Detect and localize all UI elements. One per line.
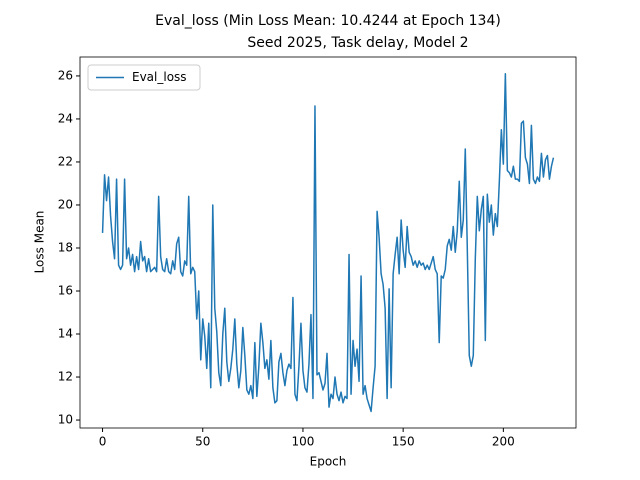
y-tick-label: 20 bbox=[58, 197, 73, 211]
y-tick-label: 12 bbox=[58, 370, 73, 384]
x-tick-label: 150 bbox=[392, 435, 415, 449]
y-axis-label: Loss Mean bbox=[33, 211, 47, 274]
legend-label: Eval_loss bbox=[132, 70, 187, 84]
y-tick-label: 18 bbox=[58, 240, 73, 254]
x-axis-label: Epoch bbox=[310, 455, 347, 469]
y-tick-label: 22 bbox=[58, 154, 73, 168]
y-tick-label: 16 bbox=[58, 283, 73, 297]
x-tick-label: 0 bbox=[99, 435, 107, 449]
x-tick-label: 200 bbox=[492, 435, 515, 449]
y-tick-label: 26 bbox=[58, 68, 73, 82]
x-tick-label: 50 bbox=[195, 435, 210, 449]
chart-subtitle: Seed 2025, Task delay, Model 2 bbox=[247, 35, 468, 51]
chart-title: Eval_loss (Min Loss Mean: 10.4244 at Epo… bbox=[155, 13, 501, 29]
legend-box bbox=[87, 64, 201, 91]
x-tick-label: 100 bbox=[291, 435, 314, 449]
y-tick-label: 10 bbox=[58, 413, 73, 427]
line-series bbox=[101, 73, 555, 413]
y-tick-label: 24 bbox=[58, 111, 73, 125]
y-tick-label: 14 bbox=[58, 327, 73, 341]
plot-frame bbox=[79, 56, 577, 429]
